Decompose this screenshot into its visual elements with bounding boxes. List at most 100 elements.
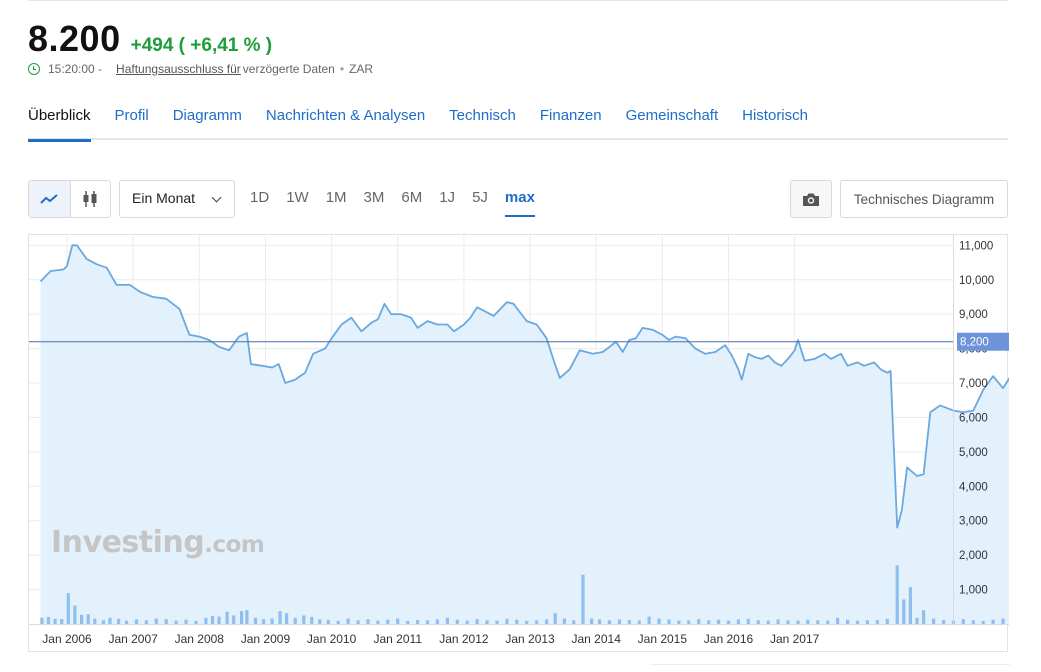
- interval-select[interactable]: Ein Monat: [119, 180, 235, 218]
- volume-bar: [981, 620, 985, 624]
- tab-community[interactable]: Gemeinschaft: [625, 107, 719, 124]
- quote-time: 15:20:00 -: [48, 62, 103, 76]
- line-chart-button[interactable]: [29, 181, 70, 217]
- watermark-text: Investing: [51, 525, 205, 560]
- volume-bar: [756, 620, 760, 624]
- volume-bar: [505, 618, 509, 624]
- bottom-divider: [650, 664, 1010, 665]
- snapshot-button[interactable]: [790, 180, 832, 218]
- volume-bar: [607, 620, 611, 624]
- volume-bar: [232, 615, 236, 624]
- volume-bar: [346, 618, 350, 624]
- y-tick-label: 2,000: [959, 550, 988, 562]
- x-tick-label: Jan 2017: [770, 632, 820, 646]
- range-1m[interactable]: 1M: [325, 189, 347, 206]
- volume-bar: [46, 616, 51, 624]
- volume-bar: [991, 619, 995, 624]
- volume-bar: [553, 613, 557, 624]
- volume-bar: [885, 618, 889, 624]
- candlestick-chart-button[interactable]: [69, 181, 111, 217]
- range-1y[interactable]: 1J: [439, 189, 456, 206]
- volume-bar: [707, 620, 711, 624]
- x-tick-label: Jan 2012: [439, 632, 489, 646]
- volume-bar: [326, 620, 330, 624]
- volume-bar: [902, 599, 906, 624]
- range-1w[interactable]: 1W: [286, 189, 309, 206]
- volume-bar: [667, 619, 671, 624]
- volume-bar: [855, 620, 860, 624]
- volume-bar: [93, 618, 97, 624]
- candlestick-icon: [83, 191, 97, 207]
- delay-text: verzögerte Daten: [242, 62, 335, 76]
- volume-bar: [826, 620, 830, 624]
- tab-news-analysis[interactable]: Nachrichten & Analysen: [265, 107, 426, 124]
- y-tick-label: 9,000: [959, 309, 988, 321]
- volume-bar: [717, 619, 721, 624]
- volume-bar: [73, 605, 77, 624]
- volume-bar: [124, 620, 129, 624]
- price-chart[interactable]: 11,00010,0009,0008,0007,0006,0005,0004,0…: [28, 234, 1009, 652]
- volume-bar: [108, 617, 112, 624]
- technical-chart-button[interactable]: Technisches Diagramm: [840, 180, 1008, 218]
- volume-bar: [376, 620, 380, 624]
- volume-bar: [637, 620, 641, 624]
- x-tick-label: Jan 2007: [108, 632, 158, 646]
- volume-bar: [572, 620, 576, 624]
- volume-bar: [435, 619, 439, 624]
- volume-bar: [895, 565, 899, 624]
- range-3m[interactable]: 3M: [363, 189, 385, 206]
- volume-bar: [515, 619, 519, 624]
- volume-bar: [261, 619, 266, 624]
- volume-bar: [846, 619, 850, 624]
- volume-bar: [336, 620, 340, 624]
- price-line: [39, 244, 1009, 529]
- tab-overview[interactable]: Überblick: [28, 96, 91, 142]
- volume-bar: [581, 574, 585, 624]
- volume-bar: [736, 619, 740, 624]
- tab-technical[interactable]: Technisch: [449, 107, 516, 124]
- tab-chart[interactable]: Diagramm: [172, 107, 242, 124]
- price-header: 8.200 +494 ( +6,41 % ): [28, 18, 272, 60]
- range-6m[interactable]: 6M: [401, 189, 423, 206]
- volume-bar: [310, 616, 314, 624]
- volume-bar: [971, 620, 975, 624]
- volume-bar: [475, 619, 479, 624]
- volume-bar: [617, 619, 621, 624]
- volume-bar: [816, 620, 820, 624]
- tab-historical[interactable]: Historisch: [742, 107, 808, 124]
- volume-bar: [726, 620, 731, 624]
- tab-financials[interactable]: Finanzen: [539, 107, 602, 124]
- x-tick-label: Jan 2011: [374, 632, 423, 646]
- quote-meta: 15:20:00 - Haftungsausschluss für verzög…: [28, 62, 373, 76]
- volume-bar: [53, 618, 57, 624]
- volume-bar: [445, 617, 449, 624]
- volume-bar: [865, 620, 869, 624]
- volume-bar: [416, 620, 420, 624]
- volume-bar: [117, 618, 121, 624]
- y-tick-label: 5,000: [959, 447, 988, 459]
- x-tick-label: Jan 2015: [638, 632, 688, 646]
- range-5y[interactable]: 5J: [472, 189, 488, 206]
- x-tick-label: Jan 2013: [505, 632, 555, 646]
- volume-bar: [687, 620, 691, 624]
- x-tick-label: Jan 2016: [704, 632, 754, 646]
- disclaimer-link[interactable]: Haftungsausschluss für: [116, 62, 241, 76]
- range-max[interactable]: max: [504, 189, 535, 217]
- volume-bar: [746, 618, 750, 624]
- volume-bar: [677, 620, 681, 624]
- tab-profile[interactable]: Profil: [114, 107, 149, 124]
- x-tick-label: Jan 2006: [42, 632, 92, 646]
- volume-bar: [697, 619, 701, 624]
- volume-bar: [425, 620, 430, 624]
- volume-bar: [485, 620, 489, 624]
- volume-bar: [270, 618, 274, 624]
- chart-canvas: 11,00010,0009,0008,0007,0006,0005,0004,0…: [29, 235, 1009, 646]
- y-tick-label: 7,000: [959, 378, 988, 390]
- volume-bar: [302, 615, 306, 624]
- volume-bar: [144, 620, 148, 624]
- volume-bar: [535, 620, 539, 624]
- volume-bar: [386, 619, 390, 624]
- volume-bar: [455, 619, 459, 624]
- range-1d[interactable]: 1D: [250, 189, 270, 206]
- x-tick-label: Jan 2014: [572, 632, 622, 646]
